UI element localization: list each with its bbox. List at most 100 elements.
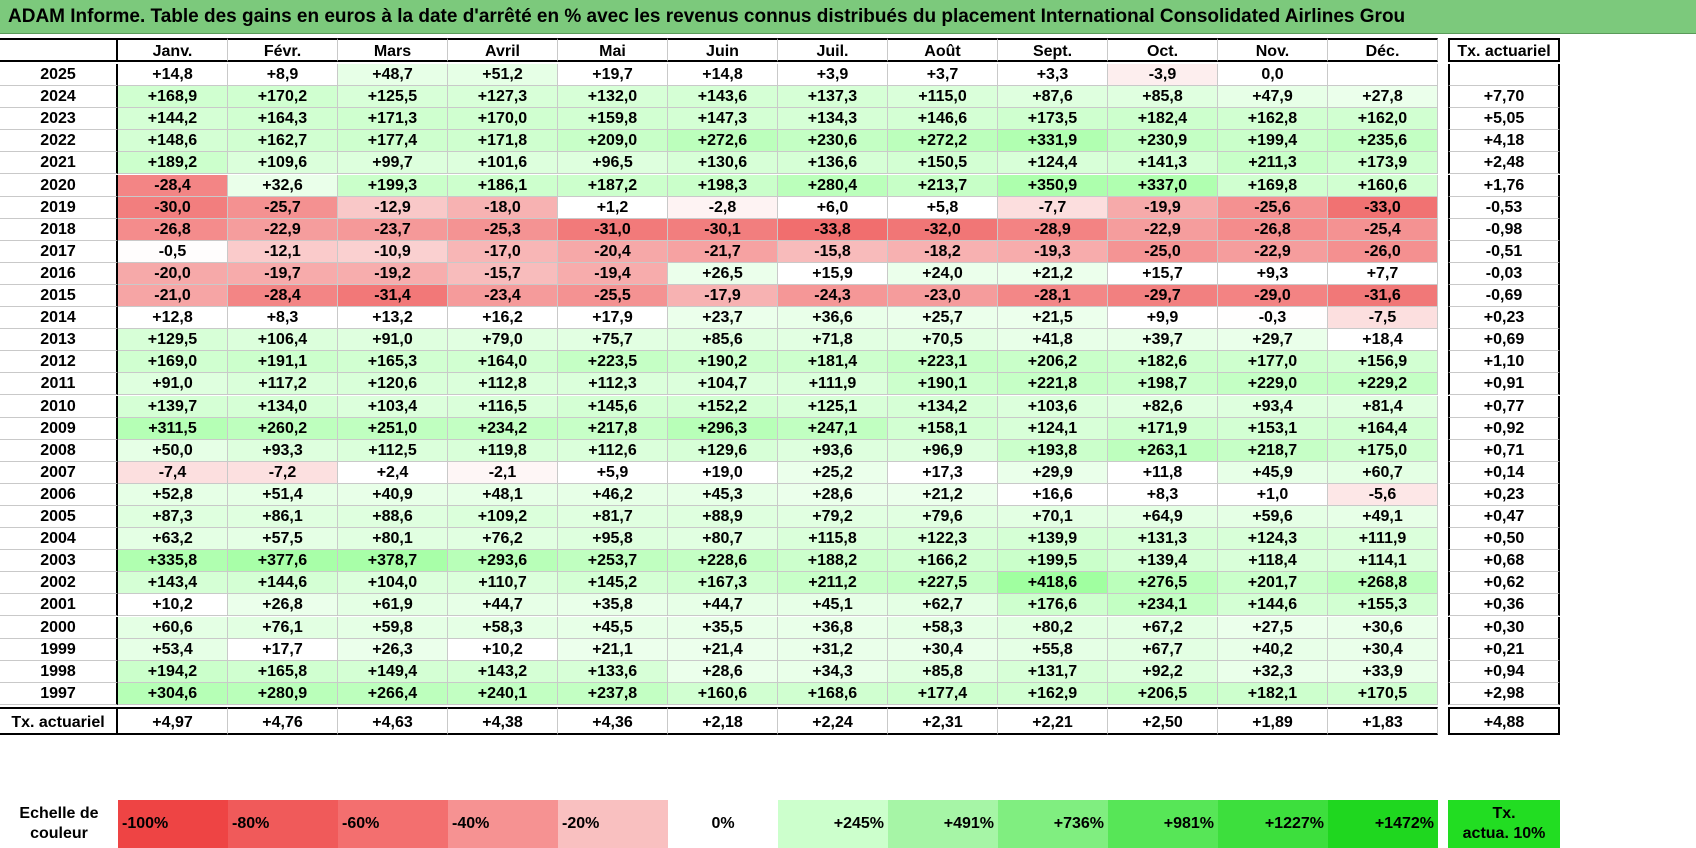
gain-cell: +41,8 [998,329,1108,352]
gain-cell: +112,5 [338,439,448,462]
table-row: 2001 +10,2 +26,8 +61,9 +44,7 +35,8 +44,7 +45,1 +… [0,594,1560,617]
gain-cell: +95,8 [558,528,668,551]
gain-cell: +260,2 [228,417,338,440]
gain-cell: -26,0 [1328,240,1438,263]
gain-cell: +182,6 [1108,351,1218,374]
tx-actuariel-cell: -0,03 [1448,262,1560,285]
gain-cell: +115,8 [778,528,888,551]
gain-cell: -23,0 [888,285,998,308]
gain-cell: +15,9 [778,262,888,285]
gain-cell: +62,7 [888,594,998,617]
gain-cell: +143,2 [448,660,558,683]
gain-cell: +131,3 [1108,528,1218,551]
gain-cell: +101,6 [448,152,558,175]
gain-cell: +177,4 [338,130,448,153]
gain-cell: +176,6 [998,594,1108,617]
gain-cell: -2,8 [668,196,778,219]
year-label: 2025 [0,64,118,87]
gain-cell: +164,0 [448,351,558,374]
gain-cell: +253,7 [558,550,668,573]
year-label: 2019 [0,196,118,219]
gain-cell: +48,1 [448,483,558,506]
gain-cell: +87,3 [118,506,228,529]
tx-actuariel-cell [1448,64,1560,87]
gain-cell: +268,8 [1328,572,1438,595]
gain-cell: +124,3 [1218,528,1328,551]
table-row: 2010 +139,7 +134,0 +103,4 +116,5 +145,6 +152,2… [0,395,1560,418]
gain-cell: +165,3 [338,351,448,374]
gain-cell: -29,7 [1108,285,1218,308]
gain-cell: +116,5 [448,395,558,418]
gain-cell: +134,0 [228,395,338,418]
gain-cell: +171,9 [1108,417,1218,440]
gain-cell: +296,3 [668,417,778,440]
gain-cell: +14,8 [118,64,228,87]
table-row: 2003 +335,8 +377,6 +378,7 +293,6 +253,7 +228,6… [0,550,1560,573]
gain-cell: +70,5 [888,329,998,352]
gain-cell: -17,0 [448,240,558,263]
gain-cell: +14,8 [668,64,778,87]
gain-cell: +76,1 [228,616,338,639]
table-header-row: Janv. Févr. Mars Avril Mai Juin Juil. Août Sept.… [0,38,1560,62]
table-row: 2024 +168,9 +170,2 +125,5 +127,3 +132,0 +143,6… [0,86,1560,109]
gain-cell: +125,1 [778,395,888,418]
gain-cell: +29,7 [1218,329,1328,352]
year-label: 2022 [0,130,118,153]
gain-cell: +109,6 [228,152,338,175]
gain-cell: +8,3 [228,307,338,330]
gain-cell: +19,0 [668,461,778,484]
gain-cell: +168,9 [118,86,228,109]
gain-cell: +9,9 [1108,307,1218,330]
gain-cell: -19,9 [1108,196,1218,219]
gain-cell: +293,6 [448,550,558,573]
gain-cell: +96,5 [558,152,668,175]
table-row: 1999 +53,4 +17,7 +26,3 +10,2 +21,1 +21,4 +31,2 +… [0,638,1560,661]
gain-cell: -22,9 [228,218,338,241]
table-row: 2012 +169,0 +191,1 +165,3 +164,0 +223,5 +190,2… [0,351,1560,374]
gain-cell: +36,8 [778,616,888,639]
month-header: Août [888,38,998,62]
month-header: Mars [338,38,448,62]
gain-cell: +21,5 [998,307,1108,330]
gain-cell: -7,2 [228,461,338,484]
scale-tx-line: Tx. [1492,805,1516,822]
gain-cell: +53,4 [118,638,228,661]
table-row: 2018 -26,8 -22,9 -23,7 -25,3 -31,0 -30,1 -33,8-… [0,218,1560,241]
gain-cell: +152,2 [668,395,778,418]
tx-actuariel-cell: +2,48 [1448,152,1560,175]
tx-actuariel-cell: +0,47 [1448,506,1560,529]
gain-cell: +235,6 [1328,130,1438,153]
table-row: 2007 -7,4 -7,2 +2,4 -2,1 +5,9 +19,0 +25,2 +17,3 +… [0,461,1560,484]
gain-cell: +79,2 [778,506,888,529]
tx-actuariel-cell: +0,71 [1448,439,1560,462]
gain-cell: +335,8 [118,550,228,573]
gain-cell: +17,3 [888,461,998,484]
month-header: Oct. [1108,38,1218,62]
gain-cell: -28,9 [998,218,1108,241]
gain-cell: +171,3 [338,108,448,131]
gain-cell: +177,4 [888,682,998,705]
gain-cell: +190,1 [888,373,998,396]
gain-cell: +10,2 [448,638,558,661]
gain-cell: +160,6 [668,682,778,705]
gain-cell: +45,1 [778,594,888,617]
gain-cell: +181,4 [778,351,888,374]
gain-cell: +251,0 [338,417,448,440]
year-label: 2011 [0,373,118,396]
gain-cell: -10,9 [338,240,448,263]
gain-cell: -2,1 [448,461,558,484]
tx-actuariel-cell: +0,23 [1448,307,1560,330]
table-row: 2025 +14,8 +8,9 +48,7 +51,2 +19,7 +14,8 +3,9 +3,… [0,64,1560,87]
tx-actuariel-cell: +0,14 [1448,461,1560,484]
gain-cell: +129,5 [118,329,228,352]
gain-cell: +206,2 [998,351,1108,374]
gain-cell: +16,6 [998,483,1108,506]
gain-cell: -15,7 [448,262,558,285]
header-corner [0,38,118,62]
gain-cell: +263,1 [1108,439,1218,462]
gain-cell: +331,9 [998,130,1108,153]
gain-cell: +19,7 [558,64,668,87]
tx-actuariel-cell: +0,91 [1448,373,1560,396]
table-row: 2000 +60,6 +76,1 +59,8 +58,3 +45,5 +35,5 +36,8 +… [0,616,1560,639]
gain-cell: +110,7 [448,572,558,595]
